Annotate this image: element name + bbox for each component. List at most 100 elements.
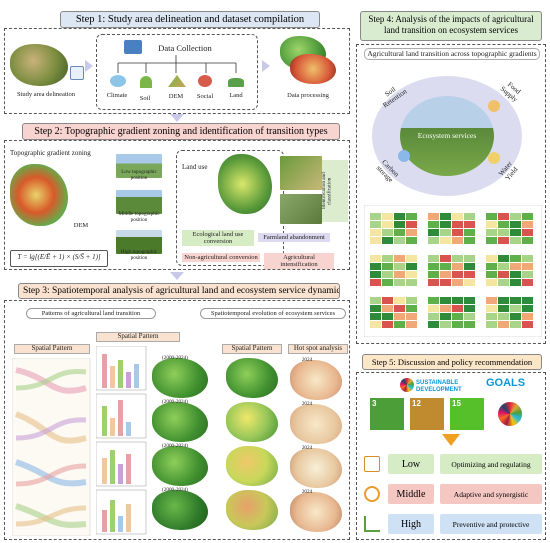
heatmap-cell bbox=[464, 263, 475, 270]
heatmap-cell bbox=[510, 313, 521, 320]
level-row-low: Low Optimizing and regulating bbox=[360, 454, 542, 474]
sdg3-tile bbox=[370, 398, 404, 430]
heatmap-cell bbox=[440, 213, 451, 220]
sdg15-number: 15 bbox=[452, 399, 461, 408]
spatial-pattern-2: Spatial Pattern bbox=[96, 332, 180, 342]
heatmap-cell bbox=[428, 229, 439, 236]
heatmap-cell bbox=[394, 279, 405, 286]
processing-map bbox=[290, 54, 336, 84]
heatmap-cell bbox=[370, 229, 381, 236]
heatmap-cell bbox=[370, 263, 381, 270]
heatmap-cell bbox=[406, 279, 417, 286]
heatmap-cell bbox=[440, 263, 451, 270]
step3-panel bbox=[4, 300, 350, 540]
heatmap-cell bbox=[510, 213, 521, 220]
es-map bbox=[226, 402, 278, 442]
heatmap-cell bbox=[406, 229, 417, 236]
heatmap-cell bbox=[406, 321, 417, 328]
heatmap-cell bbox=[428, 237, 439, 244]
heatmap-cell bbox=[464, 213, 475, 220]
dem-label: DEM bbox=[168, 93, 184, 100]
year-label: 2024 bbox=[301, 401, 313, 407]
heatmap-cell bbox=[522, 255, 533, 262]
heatmap-cell bbox=[498, 271, 509, 278]
sankey-flows bbox=[12, 358, 91, 536]
data-collection-box bbox=[96, 34, 258, 110]
heatmap-cell bbox=[406, 213, 417, 220]
heatmap-cell bbox=[440, 279, 451, 286]
heatmap-cell bbox=[522, 297, 533, 304]
es-center-label: Ecosystem services bbox=[417, 131, 477, 140]
heatmap-cell bbox=[522, 279, 533, 286]
heatmap-cell bbox=[522, 313, 533, 320]
heatmap-cell bbox=[394, 305, 405, 312]
heatmap-cell bbox=[510, 255, 521, 262]
data-collection-connectors bbox=[117, 55, 237, 73]
ecological-label: Ecological land use conversion bbox=[182, 230, 254, 247]
synergy-icon bbox=[364, 486, 380, 502]
heatmap-cell bbox=[498, 321, 509, 328]
sdg-logo-icon bbox=[498, 402, 522, 426]
spatial-pattern-1: Spatial Pattern bbox=[14, 344, 90, 354]
heatmap-cell bbox=[370, 279, 381, 286]
heatmap-cell bbox=[452, 263, 463, 270]
land-use-map bbox=[218, 154, 272, 214]
identification-label: Identification and classification bbox=[321, 160, 348, 222]
step5-title: Step 5: Discussion and policy recommenda… bbox=[362, 354, 542, 370]
heatmap-cell bbox=[498, 221, 509, 228]
heatmap-cell bbox=[522, 213, 533, 220]
heatmap-cell bbox=[394, 321, 405, 328]
heatmap-cell bbox=[394, 313, 405, 320]
year-label: 2024 bbox=[301, 489, 313, 495]
water-icon bbox=[488, 152, 500, 164]
heatmap-cell bbox=[486, 297, 497, 304]
sdg-brand: SUSTAINABLE DEVELOPMENT bbox=[416, 380, 462, 393]
year-label: 2024 bbox=[301, 357, 313, 363]
heatmap-cell bbox=[452, 297, 463, 304]
heatmap-cell bbox=[510, 279, 521, 286]
patterns-label: Patterns of agricultural land transition bbox=[26, 308, 156, 320]
low-position-photo bbox=[116, 154, 162, 178]
level-low-tag: Low bbox=[388, 454, 434, 474]
high-position-label: High topographic position bbox=[120, 249, 158, 261]
land-icon bbox=[228, 78, 244, 87]
heatmap-cell bbox=[498, 255, 509, 262]
heatmap-cell bbox=[406, 221, 417, 228]
heatmap-cell bbox=[486, 279, 497, 286]
heatmap-cell bbox=[440, 305, 451, 312]
heatmap-cell bbox=[382, 279, 393, 286]
transition-photo bbox=[280, 156, 322, 190]
hotspot-map bbox=[290, 492, 342, 532]
heatmap-cell bbox=[498, 279, 509, 286]
heatmap-cell bbox=[510, 297, 521, 304]
climate-label: Climate bbox=[106, 92, 128, 99]
heatmap-cell bbox=[370, 297, 381, 304]
heatmap-cell bbox=[428, 221, 439, 228]
step3-title: Step 3: Spatiotemporal analysis of agric… bbox=[18, 283, 340, 299]
heatmap-cell bbox=[498, 237, 509, 244]
heatmap-cell bbox=[394, 237, 405, 244]
carbon-icon bbox=[398, 150, 410, 162]
arrow-down-icon bbox=[170, 272, 184, 280]
heatmap-cell bbox=[428, 321, 439, 328]
heatmap-cell bbox=[498, 263, 509, 270]
sdg12-tile bbox=[410, 398, 444, 430]
heatmap-cell bbox=[498, 229, 509, 236]
sdg15-tile bbox=[450, 398, 484, 430]
heatmap-cell bbox=[382, 305, 393, 312]
hotspot-map bbox=[290, 360, 342, 400]
arrow-down-icon bbox=[170, 114, 184, 122]
heatmap-cell bbox=[464, 321, 475, 328]
level-high-tag: High bbox=[388, 514, 434, 534]
heatmap-cell bbox=[498, 305, 509, 312]
heatmap-cell bbox=[394, 255, 405, 262]
year-label: 2024 bbox=[301, 445, 313, 451]
level-middle-desc: Adaptive and synergistic bbox=[440, 484, 542, 504]
zoning-label: Topographic gradient zoning bbox=[10, 149, 91, 157]
heatmap-cell bbox=[464, 297, 475, 304]
period-map bbox=[152, 446, 208, 486]
farmland-label: Farmland abandonment bbox=[258, 233, 330, 243]
heatmap-cell bbox=[486, 321, 497, 328]
heatmap-cell bbox=[522, 305, 533, 312]
formula: T = lg[(E/Ē + 1) × (S/S̄ + 1)] bbox=[17, 253, 101, 261]
